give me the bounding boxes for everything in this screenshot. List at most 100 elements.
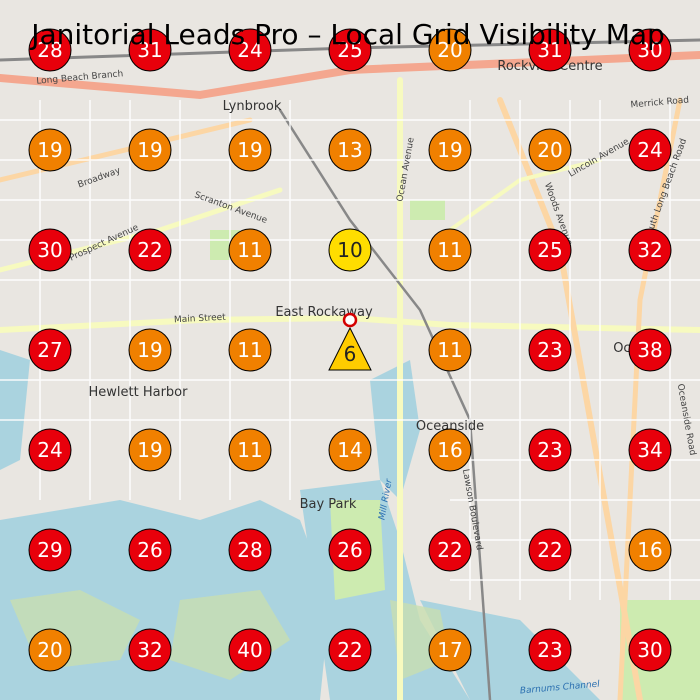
rank-label: 16 [437,438,462,462]
rank-marker [28,228,72,272]
rank-label: 22 [337,638,362,662]
rank-grid: 28 31 24 25 20 31 30 19 19 19 13 19 20 24 30 22 11 10 11 25… [28,28,672,672]
rank-marker [28,628,72,672]
rank-label: 22 [537,538,562,562]
rank-marker [528,228,572,272]
rank-label: 25 [337,38,362,62]
rank-label: 30 [37,238,62,262]
rank-marker [628,628,672,672]
rank-marker [328,326,372,371]
rank-label: 19 [237,138,262,162]
rank-marker [128,628,172,672]
rank-marker [328,528,372,572]
rank-label: 14 [337,438,362,462]
rank-marker [228,228,272,272]
rank-label: 31 [537,38,562,62]
business-pin [342,312,358,328]
rank-label: 19 [137,138,162,162]
street-label: Main Street [174,313,227,326]
rank-marker [528,428,572,472]
rank-marker [328,428,372,472]
rank-marker [128,128,172,172]
rank-marker [328,228,372,272]
rank-label: 13 [337,138,362,162]
rank-label: 19 [137,338,162,362]
rank-label: 28 [37,38,62,62]
rank-marker [28,428,72,472]
rank-label: 10 [337,238,362,262]
rank-label: 20 [437,38,462,62]
rank-label: 24 [37,438,62,462]
place-label: Lynbrook [223,99,282,114]
rank-label: 11 [237,238,262,262]
rank-label: 24 [237,38,262,62]
rank-marker [528,328,572,372]
rank-marker [428,328,472,372]
rank-label: 16 [637,538,662,562]
rank-label: 24 [637,138,662,162]
rank-label: 25 [537,238,562,262]
rank-label: 23 [537,638,562,662]
rank-label: 22 [137,238,162,262]
rank-marker [228,428,272,472]
rank-marker [428,528,472,572]
rank-label: 23 [537,338,562,362]
place-label: Bay Park [300,497,357,512]
rank-label: 19 [37,138,62,162]
rank-marker [328,128,372,172]
rank-label: 38 [637,338,662,362]
rank-label: 29 [37,538,62,562]
rank-marker [328,628,372,672]
rank-label: 31 [137,38,162,62]
place-label: Hewlett Harbor [89,385,189,400]
rank-label: 23 [537,438,562,462]
place-label: Oceanside [416,419,484,434]
rank-marker [128,528,172,572]
rank-marker [628,28,672,72]
rank-marker [28,328,72,372]
rank-marker [228,328,272,372]
rank-label: 22 [437,538,462,562]
rank-marker [28,28,72,72]
rank-marker [628,128,672,172]
rank-marker [528,628,572,672]
rank-marker [128,228,172,272]
rank-label: 11 [437,338,462,362]
place-label: East Rockaway [275,305,373,320]
rank-marker [128,28,172,72]
rank-label: 11 [237,338,262,362]
rank-marker [28,528,72,572]
rank-label: 20 [37,638,62,662]
rank-marker [528,528,572,572]
rank-label: 19 [137,438,162,462]
rank-marker [128,428,172,472]
rank-label: 32 [637,238,662,262]
rank-marker [428,228,472,272]
map-title: Janitorial Leads Pro – Local Grid Visibi… [29,18,665,51]
rank-label: 30 [637,38,662,62]
rank-label: 40 [237,638,262,662]
rank-label: 19 [437,138,462,162]
rank-label: 11 [437,238,462,262]
rank-marker [28,128,72,172]
rank-label: 26 [137,538,162,562]
rank-marker [528,28,572,72]
rank-label: 26 [337,538,362,562]
rank-label: 32 [137,638,162,662]
rank-marker [628,228,672,272]
rank-label: 11 [237,438,262,462]
rank-marker [128,328,172,372]
rank-marker [628,528,672,572]
rank-label: 20 [537,138,562,162]
rank-label: 17 [437,638,462,662]
rank-marker [428,128,472,172]
rank-label: 28 [237,538,262,562]
rank-marker [528,128,572,172]
rank-marker [328,28,372,72]
rank-label: 30 [637,638,662,662]
rank-label: 27 [37,338,62,362]
rank-marker [428,628,472,672]
rank-label: 6 [344,342,357,366]
rank-marker [428,428,472,472]
